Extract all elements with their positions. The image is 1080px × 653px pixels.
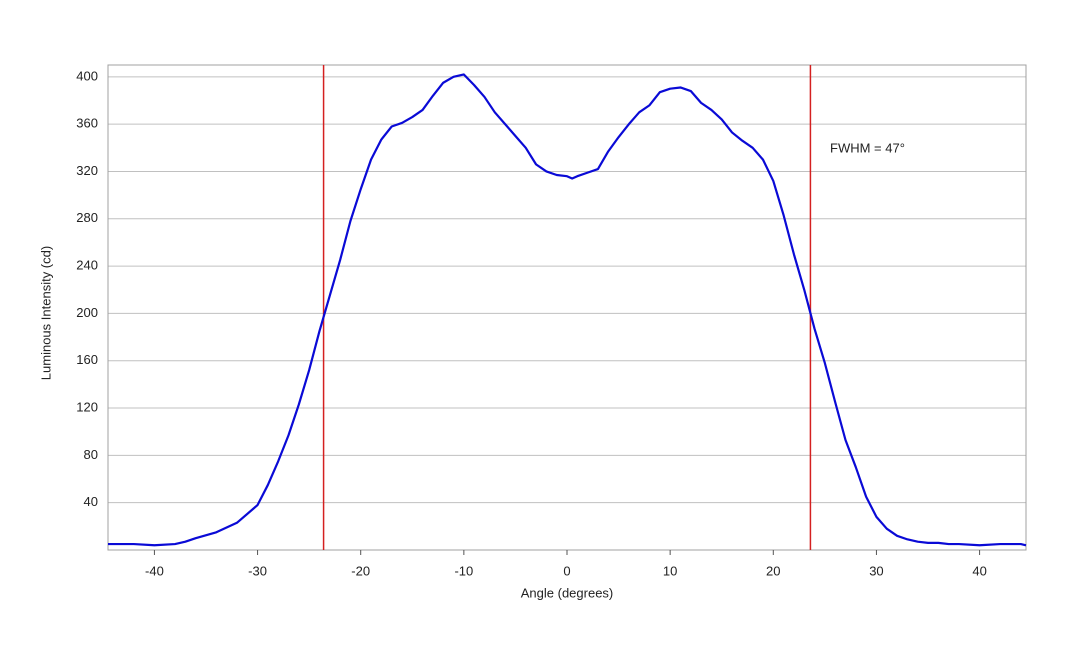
- y-tick-label: 160: [76, 352, 98, 367]
- y-axis-label: Luminous Intensity (cd): [38, 246, 53, 380]
- x-tick-label: -10: [454, 563, 473, 578]
- x-tick-label: -20: [351, 563, 370, 578]
- y-tick-label: 400: [76, 68, 98, 83]
- x-tick-label: 20: [766, 563, 780, 578]
- x-tick-label: 30: [869, 563, 883, 578]
- annotation: FWHM = 47°: [830, 140, 905, 155]
- x-tick-label: 10: [663, 563, 677, 578]
- y-tick-label: 40: [84, 494, 98, 509]
- data-line: [108, 73, 1027, 547]
- x-tick-label: -30: [248, 563, 267, 578]
- y-tick-label: 320: [76, 163, 98, 178]
- x-tick-label: 40: [972, 563, 986, 578]
- x-tick-label: -40: [145, 563, 164, 578]
- y-tick-label: 280: [76, 210, 98, 225]
- x-axis-label: Angle (degrees): [521, 585, 614, 600]
- y-tick-label: 200: [76, 305, 98, 320]
- y-tick-label: 120: [76, 399, 98, 414]
- x-tick-label: 0: [563, 563, 570, 578]
- y-tick-label: 80: [84, 447, 98, 462]
- y-tick-label: 360: [76, 116, 98, 131]
- y-tick-label: 240: [76, 258, 98, 273]
